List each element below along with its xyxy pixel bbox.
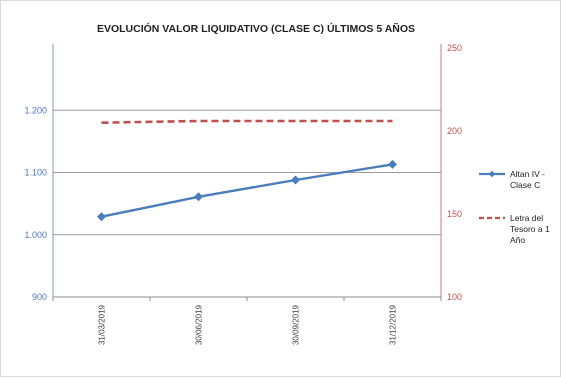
- right-axis-tick-label: 150: [447, 209, 462, 219]
- right-axis-tick-labels: 100 150 200 250: [447, 43, 462, 302]
- data-point: [291, 175, 300, 185]
- legend-label-1: Altan IV -Clase C: [510, 169, 545, 190]
- legend: Altan IV -Clase C Letra del Tesoro a 1 Año: [479, 169, 550, 245]
- data-point: [388, 159, 397, 169]
- legend-marker: [488, 170, 496, 178]
- left-axis-tick-label: 1.000: [24, 230, 47, 240]
- left-axis-tick-label: 1.200: [24, 105, 47, 115]
- x-axis-tick-label: 30/06/2019: [195, 304, 204, 345]
- series-line-1: [101, 163, 393, 218]
- x-axis-tick-labels: 31/03/2019 30/06/2019 30/09/2019 31/12/2019: [98, 304, 398, 345]
- right-axis-tick-label: 200: [447, 126, 462, 136]
- x-axis-tick-label: 31/12/2019: [389, 304, 398, 345]
- series-layer: [97, 119, 397, 222]
- x-axis-tick-label: 31/03/2019: [98, 304, 107, 345]
- right-axis-tick-label: 100: [447, 292, 462, 302]
- left-axis-tick-labels: 900 1.000 1.100 1.200: [24, 105, 47, 302]
- left-axis-tick-label: 900: [32, 292, 47, 302]
- left-axis-tick-label: 1.100: [24, 168, 47, 178]
- legend-label-2: Letra del Tesoro a 1 Año: [510, 213, 550, 245]
- gridlines: [53, 109, 441, 236]
- x-axis-tick-label: 30/09/2019: [292, 304, 301, 345]
- axes: [52, 44, 442, 301]
- data-point: [97, 212, 106, 222]
- right-axis-tick-label: 250: [447, 43, 462, 53]
- series-line-2: [101, 119, 393, 124]
- chart-title: EVOLUCIÓN VALOR LIQUIDATIVO (CLASE C) ÚL…: [97, 22, 415, 35]
- data-point: [194, 192, 203, 202]
